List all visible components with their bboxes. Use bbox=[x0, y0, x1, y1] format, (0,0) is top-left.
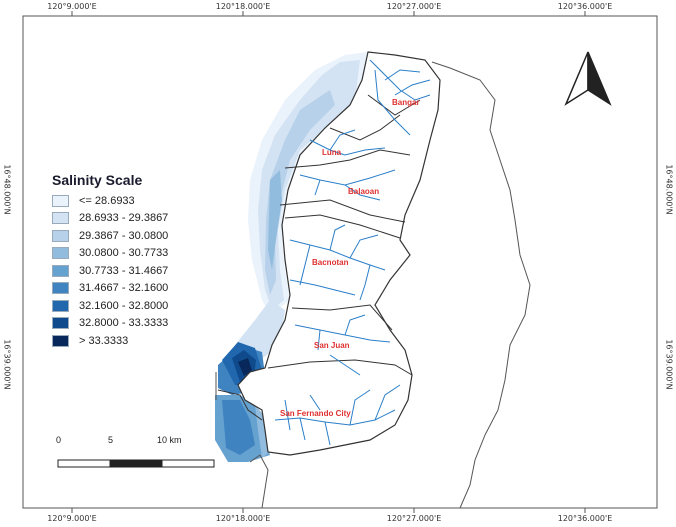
bottom-coord-4: 120°36.000'E bbox=[557, 514, 613, 523]
municipality-label: Bangar bbox=[392, 98, 420, 107]
bottom-coord-2: 120°18.000'E bbox=[215, 514, 271, 523]
legend-label: > 33.3333 bbox=[79, 334, 129, 347]
legend-label: 30.7733 - 31.4667 bbox=[79, 264, 169, 277]
legend-swatch bbox=[52, 247, 69, 260]
scale-label-10: 10 km bbox=[157, 435, 182, 445]
left-coord-1: 16°48.000'N bbox=[2, 164, 12, 215]
bottom-coord-3: 120°27.000'E bbox=[386, 514, 442, 523]
scale-label-0: 0 bbox=[56, 435, 62, 445]
legend-item: 30.7733 - 31.4667 bbox=[52, 262, 168, 280]
legend-swatch bbox=[52, 194, 69, 207]
right-coord-1: 16°48.000'N bbox=[664, 164, 674, 215]
right-coord-2: 16°39.000'N bbox=[664, 339, 674, 390]
legend-label: 31.4667 - 32.1600 bbox=[79, 282, 169, 295]
left-coord-2: 16°39.000'N bbox=[2, 339, 12, 390]
legend-label: <= 28.6933 bbox=[79, 194, 135, 207]
legend-item: 32.8000 - 33.3333 bbox=[52, 315, 168, 333]
legend-label: 29.3867 - 30.0800 bbox=[79, 229, 169, 242]
municipality-label: Balaoan bbox=[348, 187, 380, 196]
province-boundary bbox=[215, 61, 531, 509]
municipality-label: Luna bbox=[322, 148, 342, 157]
river-network bbox=[274, 59, 431, 446]
top-coord-4: 120°36.000'E bbox=[557, 2, 613, 11]
legend-swatch bbox=[52, 317, 69, 330]
scale-bar-graphic bbox=[57, 459, 215, 468]
legend-item: 30.0800 - 30.7733 bbox=[52, 245, 168, 263]
legend-title: Salinity Scale bbox=[52, 172, 143, 188]
legend-swatch bbox=[52, 282, 69, 295]
top-coord-1: 120°9.000'E bbox=[47, 2, 97, 11]
legend-swatch bbox=[52, 299, 69, 312]
top-coord-3: 120°27.000'E bbox=[386, 2, 442, 11]
legend-label: 28.6933 - 29.3867 bbox=[79, 212, 169, 225]
north-arrow-icon bbox=[564, 51, 612, 106]
municipality-label: San Fernando City bbox=[280, 409, 351, 418]
top-coord-2: 120°18.000'E bbox=[215, 2, 271, 11]
legend-item: <= 28.6933 bbox=[52, 192, 168, 210]
scale-label-5: 5 bbox=[108, 435, 114, 445]
legend-swatch bbox=[52, 212, 69, 225]
municipality-label: San Juan bbox=[314, 341, 350, 350]
legend-item: 29.3867 - 30.0800 bbox=[52, 227, 168, 245]
legend-swatch bbox=[52, 334, 69, 347]
legend-swatch bbox=[52, 264, 69, 277]
frame-ticks bbox=[71, 11, 586, 513]
legend-label: 32.1600 - 32.8000 bbox=[79, 299, 169, 312]
legend-item: > 33.3333 bbox=[52, 332, 168, 350]
legend-item: 31.4667 - 32.1600 bbox=[52, 280, 168, 298]
salinity-legend: Salinity Scale <= 28.6933 28.6933 - 29.38… bbox=[52, 172, 168, 350]
bottom-coord-1: 120°9.000'E bbox=[47, 514, 97, 523]
legend-swatch bbox=[52, 229, 69, 242]
legend-item: 28.6933 - 29.3867 bbox=[52, 210, 168, 228]
legend-label: 30.0800 - 30.7733 bbox=[79, 247, 169, 260]
legend-label: 32.8000 - 33.3333 bbox=[79, 317, 169, 330]
municipality-label: Bacnotan bbox=[312, 258, 349, 267]
legend-item: 32.1600 - 32.8000 bbox=[52, 297, 168, 315]
